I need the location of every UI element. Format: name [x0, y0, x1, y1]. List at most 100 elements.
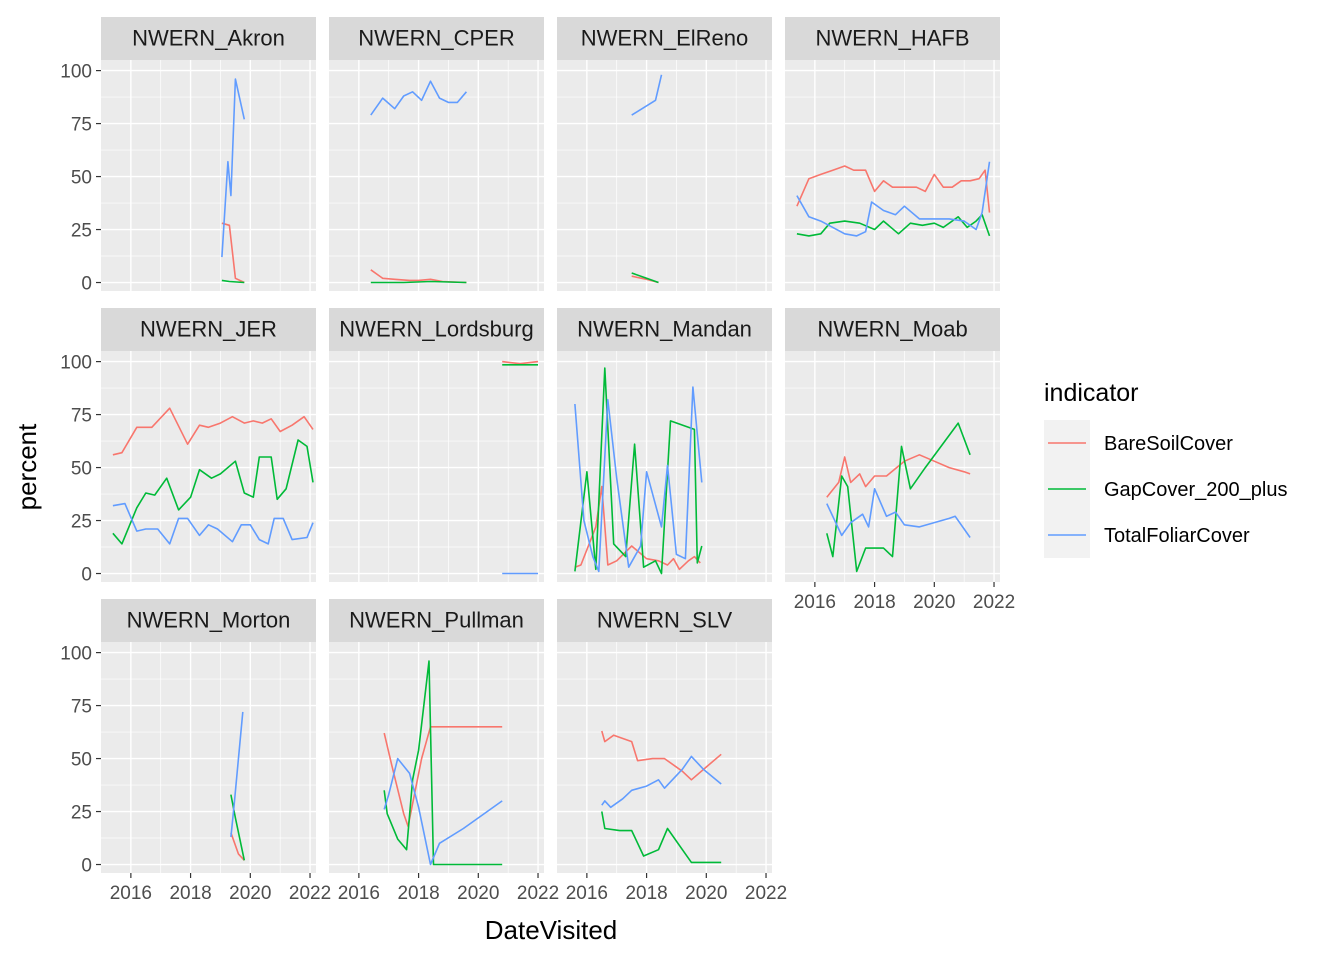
legend-label: GapCover_200_plus	[1104, 479, 1287, 501]
facet-panel: NWERN_SLV	[557, 599, 772, 873]
series-line-gapcover-200-plus	[112, 439, 314, 545]
x-tick-label: 2018	[397, 883, 439, 904]
facet-strip-title: NWERN_Morton	[127, 608, 291, 633]
facet-strip-title: NWERN_SLV	[597, 608, 733, 633]
legend-keys: BareSoilCover GapCover_200_plus TotalFolia…	[1044, 420, 1287, 558]
facet-panel: NWERN_Lordsburg	[329, 308, 544, 582]
y-tick-label: 0	[81, 856, 92, 877]
y-tick-label: 25	[71, 221, 92, 242]
x-tick-label: 2020	[685, 883, 727, 904]
facet-strip-title: NWERN_Akron	[132, 26, 285, 51]
facet-strip-title: NWERN_Moab	[817, 317, 967, 342]
series-line-totalfoliarcover	[601, 755, 722, 809]
series-line-gapcover-200-plus	[826, 422, 971, 573]
facet-panel: NWERN_ElReno	[557, 17, 772, 291]
y-tick-label: 75	[71, 697, 92, 718]
series-line-totalfoliarcover	[574, 386, 703, 573]
y-tick-label: 75	[71, 115, 92, 136]
facet-strip-title: NWERN_Lordsburg	[339, 317, 533, 342]
x-tick-label: 2022	[289, 883, 331, 904]
facet-strip-title: NWERN_Pullman	[349, 608, 524, 633]
facet-strip	[785, 17, 1000, 60]
facet-panel: NWERN_Mandan	[557, 308, 772, 582]
facet-strip	[101, 17, 316, 60]
x-tick-label: 2016	[110, 883, 152, 904]
x-tick-label: 2016	[794, 592, 836, 613]
series-line-baresoilcover	[112, 407, 314, 456]
y-tick-label: 100	[60, 644, 92, 665]
x-tick-label: 2020	[457, 883, 499, 904]
y-tick-label: 25	[71, 512, 92, 533]
series-line-gapcover-200-plus	[383, 660, 503, 866]
facet-strip	[101, 308, 316, 351]
y-tick-label: 100	[60, 353, 92, 374]
series-line-gapcover-200-plus	[631, 272, 659, 284]
y-tick-label: 75	[71, 406, 92, 427]
x-tick-label: 2022	[745, 883, 787, 904]
x-tick-label: 2022	[973, 592, 1015, 613]
axes: 0 25 50 75 100 0 25 50 75 100 2016 2018 2020 2022 0 25 5…	[60, 62, 1015, 904]
facet-panel: NWERN_Pullman	[329, 599, 544, 873]
facet-strip-title: NWERN_Mandan	[577, 317, 752, 342]
y-tick-label: 100	[60, 62, 92, 83]
x-tick-label: 2018	[625, 883, 667, 904]
y-axis-title: percent	[12, 423, 42, 510]
y-tick-label: 0	[81, 565, 92, 586]
facet-strip	[101, 599, 316, 642]
facet-strip-title: NWERN_CPER	[358, 26, 514, 51]
facet-panel: NWERN_Morton	[101, 599, 316, 873]
facet-panels: NWERN_Akron NWERN_CPER NWERN_ElReno NWERN_H…	[101, 17, 1000, 873]
series-line-totalfoliarcover	[370, 80, 468, 116]
series-line-baresoilcover	[796, 165, 991, 213]
facet-strip	[557, 17, 772, 60]
series-line-totalfoliarcover	[221, 78, 246, 258]
legend-title: indicator	[1044, 379, 1139, 407]
facet-panel: NWERN_Moab	[785, 308, 1000, 582]
y-tick-label: 50	[71, 750, 92, 771]
facet-strip	[329, 599, 544, 642]
series-line-totalfoliarcover	[796, 161, 991, 237]
y-tick-label: 50	[71, 168, 92, 189]
series-line-baresoilcover	[502, 360, 539, 365]
x-tick-label: 2022	[517, 883, 559, 904]
x-tick-label: 2020	[913, 592, 955, 613]
y-tick-label: 50	[71, 459, 92, 480]
facet-strip-title: NWERN_JER	[140, 317, 277, 342]
series-line-gapcover-200-plus	[221, 279, 245, 284]
series-line-totalfoliarcover	[383, 757, 503, 866]
series-line-totalfoliarcover	[826, 487, 971, 538]
facet-panel: NWERN_Akron	[101, 17, 316, 291]
series-line-gapcover-200-plus	[370, 280, 467, 284]
facet-panel: NWERN_HAFB	[785, 17, 1000, 291]
x-tick-label: 2016	[338, 883, 380, 904]
facet-strip	[785, 308, 1000, 351]
legend-label: BareSoilCover	[1104, 433, 1233, 455]
series-line-baresoilcover	[601, 730, 722, 781]
series-line-baresoilcover	[230, 832, 245, 861]
series-line-baresoilcover	[826, 453, 971, 498]
y-tick-label: 25	[71, 803, 92, 824]
series-line-gapcover-200-plus	[230, 794, 246, 861]
facet-strip-title: NWERN_HAFB	[815, 26, 969, 51]
x-tick-label: 2020	[229, 883, 271, 904]
x-axis-title: DateVisited	[485, 915, 618, 945]
x-tick-label: 2018	[853, 592, 895, 613]
series-line-totalfoliarcover	[631, 74, 663, 116]
y-tick-label: 0	[81, 274, 92, 295]
series-line-totalfoliarcover	[230, 711, 244, 838]
x-tick-label: 2018	[169, 883, 211, 904]
facet-strip-title: NWERN_ElReno	[581, 26, 749, 51]
facet-strip	[329, 17, 544, 60]
legend-label: TotalFoliarCover	[1104, 525, 1250, 547]
x-tick-label: 2016	[566, 883, 608, 904]
series-line-gapcover-200-plus	[601, 811, 722, 864]
facet-panel: NWERN_CPER	[329, 17, 544, 291]
facet-strip	[557, 308, 772, 351]
facet-strip	[329, 308, 544, 351]
series-line-baresoilcover	[221, 222, 245, 284]
facet-panel: NWERN_JER	[101, 308, 316, 582]
facet-strip	[557, 599, 772, 642]
series-line-totalfoliarcover	[112, 502, 314, 545]
legend: indicator BareSoilCover GapCover_200_plus…	[1044, 379, 1287, 558]
